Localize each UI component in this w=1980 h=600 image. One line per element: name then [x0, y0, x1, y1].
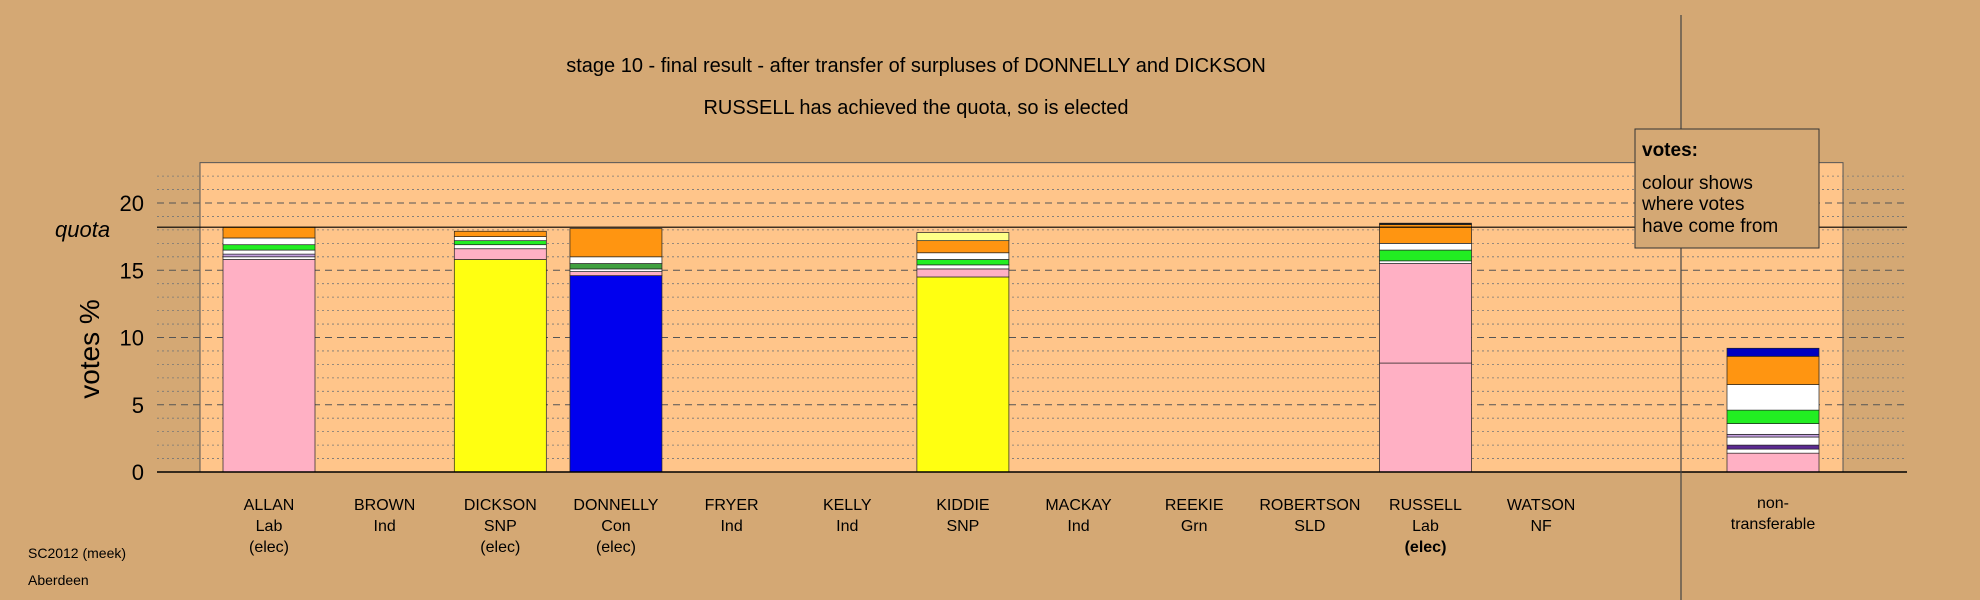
y-axis-label: votes % [74, 299, 105, 399]
chart-title: stage 10 - final result - after transfer… [566, 55, 1266, 77]
x-label-name: DONNELLY [573, 497, 658, 514]
bar-russell-segment [1379, 260, 1472, 264]
bar-russell-segment [1379, 222, 1472, 225]
bar-donnelly-segment [569, 275, 663, 473]
x-label-status: (elec) [596, 539, 636, 556]
plot-background [199, 162, 1844, 473]
bar-dickson-segment [453, 230, 547, 237]
x-label-name: ALLAN [244, 497, 295, 514]
x-label-name: KIDDIE [936, 497, 989, 514]
y-tick-label: 15 [120, 258, 144, 283]
bar-dickson-segment [453, 240, 547, 246]
x-label-party: Ind [374, 518, 396, 535]
bar-russell-segment [1379, 243, 1472, 251]
bar-donnelly-segment [569, 256, 663, 264]
bars [222, 222, 1820, 473]
bar-kiddie-segment [916, 259, 1010, 266]
x-label-party: Lab [1412, 518, 1439, 535]
x-label-name: REEKIE [1165, 497, 1224, 514]
y-tick-label: 10 [120, 326, 144, 351]
x-label-name: RUSSELL [1389, 497, 1462, 514]
chart-subtitle: RUSSELL has achieved the quota, so is el… [703, 97, 1128, 119]
bar-kiddie-segment [916, 268, 1010, 278]
x-label-name: KELLY [823, 497, 872, 514]
bar-donnelly-segment [569, 228, 663, 258]
bar-dickson-segment [453, 248, 547, 260]
bar-kiddie-segment [916, 252, 1010, 260]
x-label-party: NF [1530, 518, 1552, 535]
bar-dickson-segment [453, 236, 547, 242]
x-label-status: (elec) [249, 539, 289, 556]
bar-kiddie-segment [916, 232, 1010, 242]
bar-donnelly-segment [569, 268, 663, 272]
gridlines [157, 175, 1907, 459]
bar-donnelly-segment [569, 263, 663, 270]
legend-frame [1634, 128, 1820, 249]
x-label-name: DICKSON [464, 497, 537, 514]
legend-line-1: colour shows [1642, 173, 1753, 194]
bar-nontransferable-segment [1726, 452, 1820, 473]
x-label-status: (elec) [1405, 539, 1447, 556]
bar-allan-segment [222, 259, 316, 473]
bar-nontransferable-segment [1726, 409, 1820, 424]
plot-area-group [199, 162, 1844, 473]
x-label-nontransferable: transferable [1731, 516, 1816, 533]
x-label-name: WATSON [1507, 497, 1575, 514]
quota-label: quota [55, 217, 110, 242]
bar-nontransferable-segment [1726, 355, 1820, 385]
x-label-party: Lab [256, 518, 283, 535]
bar-russell-segment [1379, 263, 1472, 364]
x-label-name: ROBERTSON [1259, 497, 1360, 514]
legend-line-3: have come from [1642, 216, 1778, 237]
x-label-party: Ind [1067, 518, 1089, 535]
x-label-party: Grn [1181, 518, 1208, 535]
bar-allan-segment [222, 249, 316, 255]
y-tick-label: 5 [132, 393, 144, 418]
footer-council: Aberdeen [28, 572, 89, 588]
axes: 0 5 10 15 20 [120, 15, 1907, 600]
legend-line-2: where votes [1641, 194, 1744, 215]
x-label-status: (elec) [480, 539, 520, 556]
bar-nontransferable-segment [1726, 347, 1820, 357]
bar-dickson-segment [453, 259, 547, 473]
bar-allan-segment [222, 256, 316, 260]
x-label-party: Ind [836, 518, 858, 535]
legend-title: votes: [1642, 140, 1698, 161]
bar-nontransferable-segment [1726, 433, 1820, 438]
x-label-party: SLD [1294, 518, 1325, 535]
bar-donnelly-segment [569, 271, 663, 276]
legend-box: votes: colour shows where votes have com… [1634, 128, 1820, 249]
bar-russell-segment [1379, 249, 1472, 262]
bar-dickson-segment [453, 244, 547, 250]
bar-kiddie-segment [916, 240, 1010, 254]
x-label-name: MACKAY [1045, 497, 1112, 514]
bar-nontransferable-segment [1726, 384, 1820, 411]
bar-allan-segment [222, 237, 316, 246]
bar-russell-segment [1379, 362, 1472, 473]
bar-kiddie-segment [916, 264, 1010, 270]
bar-kiddie-segment [916, 276, 1010, 473]
x-label-party: Con [601, 518, 630, 535]
x-label-party: SNP [484, 518, 517, 535]
bar-allan-segment [222, 253, 316, 258]
y-tick-label: 20 [120, 191, 144, 216]
bar-allan-segment [222, 244, 316, 251]
x-label-name: BROWN [354, 497, 415, 514]
bar-allan-segment [222, 226, 316, 239]
x-label-name: FRYER [705, 497, 759, 514]
bar-nontransferable-segment [1726, 444, 1820, 450]
x-label-party: SNP [946, 518, 979, 535]
bar-nontransferable-segment [1726, 423, 1820, 435]
y-tick-label: 0 [132, 460, 144, 485]
bar-nontransferable-segment [1726, 436, 1820, 446]
bar-nontransferable-segment [1726, 448, 1820, 454]
x-label-party: Ind [720, 518, 742, 535]
category-labels: ALLAN Lab (elec) BROWN Ind DICKSON SNP (elec) DO… [244, 495, 1816, 556]
footer-method: SC2012 (meek) [28, 545, 127, 561]
x-label-nontransferable: non- [1757, 495, 1789, 512]
